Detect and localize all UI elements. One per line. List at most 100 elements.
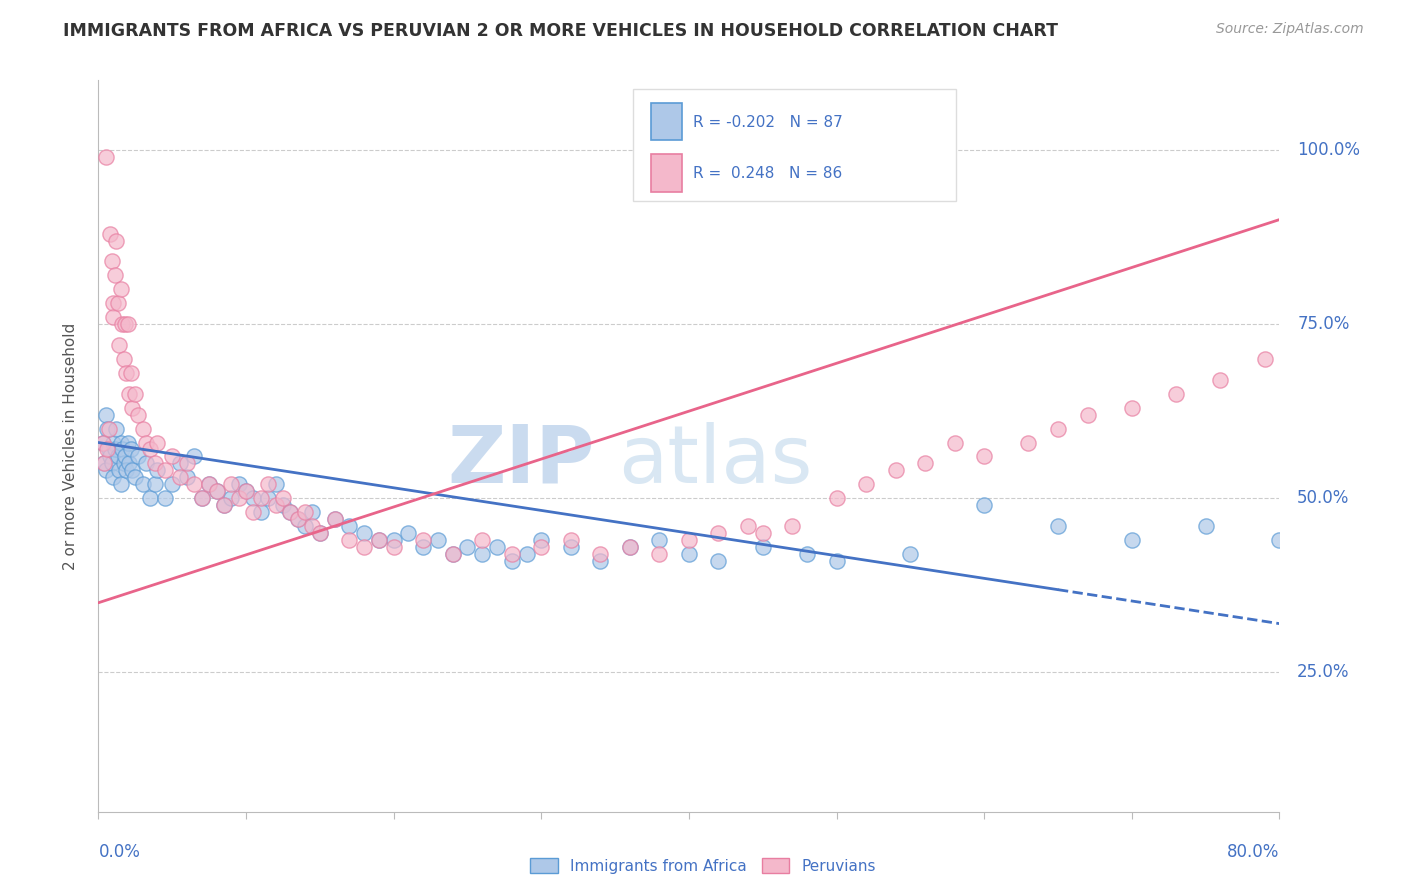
Point <box>93 457 115 471</box>
Point <box>97 421 120 435</box>
Point <box>117 435 139 450</box>
Text: 80.0%: 80.0% <box>1227 843 1279 861</box>
Point <box>250 491 273 506</box>
Point <box>124 470 146 484</box>
Point <box>1298 338 1320 352</box>
Point <box>398 526 420 541</box>
Point <box>353 526 375 541</box>
Point <box>271 498 294 512</box>
Point <box>914 457 936 471</box>
Point <box>678 533 700 547</box>
Point <box>98 227 121 241</box>
Point <box>560 540 582 554</box>
Point <box>103 310 125 325</box>
Point <box>110 282 132 296</box>
Point <box>112 457 135 471</box>
Point <box>143 477 166 491</box>
Point <box>855 477 877 491</box>
Point <box>135 435 157 450</box>
Point <box>264 477 287 491</box>
Point <box>707 526 730 541</box>
Text: Source: ZipAtlas.com: Source: ZipAtlas.com <box>1216 22 1364 37</box>
Point <box>737 519 759 533</box>
Point <box>501 554 523 568</box>
Point <box>825 554 848 568</box>
Point <box>198 477 221 491</box>
Point <box>135 457 157 471</box>
Point <box>1209 373 1232 387</box>
Point <box>287 512 309 526</box>
Point <box>973 498 995 512</box>
Point <box>228 477 250 491</box>
Point <box>486 540 509 554</box>
Point <box>353 540 375 554</box>
Point <box>301 505 323 519</box>
Point <box>280 505 302 519</box>
Point <box>132 477 155 491</box>
Point <box>648 533 671 547</box>
Point <box>900 547 922 561</box>
Point <box>457 540 479 554</box>
Point <box>103 435 125 450</box>
Point <box>368 533 391 547</box>
Point <box>752 526 775 541</box>
Point <box>96 421 118 435</box>
Point <box>183 450 205 464</box>
Point <box>796 547 818 561</box>
Point <box>471 547 494 561</box>
Point <box>153 463 176 477</box>
Point <box>516 547 538 561</box>
Point <box>169 470 191 484</box>
Point <box>1357 310 1379 325</box>
Point <box>782 519 804 533</box>
Point <box>111 442 134 457</box>
Point <box>100 457 122 471</box>
Point <box>139 491 162 506</box>
Point <box>339 533 361 547</box>
Text: 50.0%: 50.0% <box>1298 489 1350 508</box>
Y-axis label: 2 or more Vehicles in Household: 2 or more Vehicles in Household <box>63 322 77 570</box>
Point <box>105 234 128 248</box>
Point <box>1018 435 1040 450</box>
Point <box>162 450 183 464</box>
Legend: Immigrants from Africa, Peruvians: Immigrants from Africa, Peruvians <box>524 852 882 880</box>
Point <box>271 491 294 506</box>
Point <box>114 450 136 464</box>
Point <box>183 477 205 491</box>
Point <box>501 547 523 561</box>
Point <box>91 435 114 450</box>
Point <box>93 457 115 471</box>
Point <box>294 519 316 533</box>
Point <box>242 505 264 519</box>
Point <box>103 470 125 484</box>
Point <box>111 317 134 331</box>
Point <box>471 533 494 547</box>
Point <box>153 491 176 506</box>
Point <box>301 519 323 533</box>
Text: 25.0%: 25.0% <box>1298 664 1350 681</box>
Point <box>212 498 235 512</box>
Point <box>104 442 127 457</box>
Point <box>127 408 149 422</box>
Point <box>441 547 464 561</box>
Point <box>973 450 995 464</box>
Point <box>412 533 434 547</box>
Point <box>191 491 214 506</box>
Point <box>257 491 280 506</box>
Point <box>1195 519 1218 533</box>
Point <box>117 317 139 331</box>
Point <box>530 533 553 547</box>
Point <box>648 547 671 561</box>
Text: 100.0%: 100.0% <box>1298 141 1360 159</box>
Point <box>1121 533 1143 547</box>
Point <box>94 463 117 477</box>
Text: IMMIGRANTS FROM AFRICA VS PERUVIAN 2 OR MORE VEHICLES IN HOUSEHOLD CORRELATION C: IMMIGRANTS FROM AFRICA VS PERUVIAN 2 OR … <box>63 22 1059 40</box>
Point <box>91 435 114 450</box>
Point <box>212 498 235 512</box>
Point <box>121 401 143 415</box>
Text: R = -0.202   N = 87: R = -0.202 N = 87 <box>693 115 844 130</box>
Point <box>943 435 966 450</box>
Point <box>560 533 582 547</box>
Point <box>250 505 273 519</box>
Point <box>127 450 149 464</box>
